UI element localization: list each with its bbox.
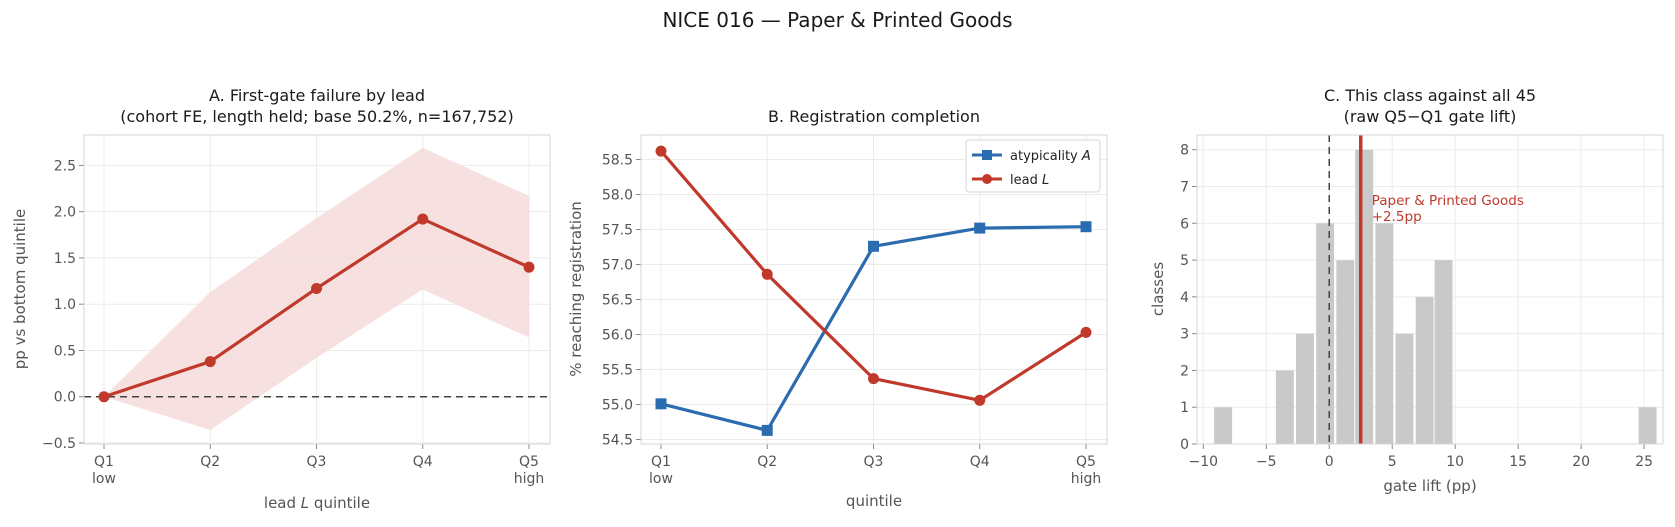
panel-a-xtick-sublabel: low	[92, 471, 116, 487]
panel-b-ytick-label: 56.5	[602, 293, 633, 309]
panel-b-xtick-label: Q2	[757, 454, 777, 470]
panel-a-point	[311, 282, 322, 294]
panel-a-xtick-label: Q2	[200, 454, 220, 470]
panel-b-xtick-sublabel: high	[1071, 471, 1102, 487]
panel-a-point	[523, 261, 535, 273]
panel-b-xtick-label: Q3	[864, 454, 884, 470]
panel-b-legend-atypicality-label: atypicality A	[1010, 149, 1091, 164]
panel-a-xtick-label: Q5	[519, 454, 539, 470]
panel-c-bar	[1375, 223, 1394, 444]
panel-b-frame	[640, 134, 1108, 445]
panel-b-atypicality-point	[655, 398, 667, 410]
panel-c-highlight-label: Paper & Printed Goods	[1372, 193, 1524, 209]
panel-b-xlabel: quintile	[846, 492, 902, 510]
panel-a-title: A. First-gate failure by lead	[209, 86, 425, 105]
panel-a-frame	[83, 134, 551, 445]
panel-b-atypicality-point	[868, 240, 879, 252]
figure-title: NICE 016 — Paper & Printed Goods	[662, 8, 1013, 32]
panel-b-xtick-label: Q4	[970, 454, 990, 470]
panel-c-xtick-label: −10	[1189, 454, 1219, 470]
panel-c-bar	[1275, 370, 1294, 444]
panel-b-legend-atypicality-marker	[982, 150, 992, 160]
panel-b-ytick-label: 55.0	[602, 398, 633, 414]
panel-c-xtick-label: 25	[1635, 454, 1653, 470]
panel-a-xtick-label: Q1	[94, 454, 114, 470]
panel-a-point	[204, 356, 216, 368]
panel-c-ytick-label: 5	[1180, 253, 1189, 269]
panel-c-ytick-label: 3	[1180, 327, 1189, 343]
panel-c-bar	[1355, 149, 1374, 444]
panel-c-ytick-label: 6	[1180, 216, 1189, 232]
panel-b-atypicality-point	[1080, 221, 1092, 233]
panel-b-ytick-label: 54.5	[602, 433, 633, 449]
panel-c-ytick-label: 1	[1180, 400, 1189, 416]
panel-b-atypicality-point	[974, 222, 986, 234]
panel-c-xtick-label: 15	[1509, 454, 1527, 470]
panel-a-subtitle: (cohort FE, length held; base 50.2%, n=1…	[120, 107, 514, 126]
panel-b-legend-lead-marker	[982, 174, 992, 184]
panel-a-xtick-label: Q3	[307, 454, 327, 470]
panel-c-subtitle: (raw Q5−Q1 gate lift)	[1344, 107, 1517, 126]
panel-c-bar	[1316, 223, 1335, 444]
panel-a-ytick-label: 1.0	[54, 297, 76, 313]
panel-c-bar	[1434, 260, 1453, 444]
panel-a-xlabel: lead L quintile	[264, 494, 370, 512]
panel-b-ytick-label: 58.0	[602, 188, 633, 204]
panel-c-bar	[1296, 333, 1314, 444]
panel-a-xtick-sublabel: high	[514, 471, 545, 487]
panel-c-ytick-label: 2	[1180, 363, 1189, 379]
panel-b-lead-point	[1080, 326, 1092, 338]
panel-b-xtick-label: Q1	[651, 454, 671, 470]
panel-c-xtick-label: 0	[1325, 454, 1334, 470]
panel-b-ytick-label: 56.0	[602, 328, 633, 344]
panel-b-legend-lead-label: lead L	[1010, 173, 1049, 188]
panel-c-xtick-label: 20	[1572, 454, 1590, 470]
panel-a-ytick-label: 1.5	[54, 251, 76, 267]
panel-c-xtick-label: 10	[1446, 454, 1464, 470]
panel-c-ytick-label: 0	[1180, 437, 1189, 453]
panel-b-title: B. Registration completion	[768, 107, 980, 126]
panel-a-ytick-label: 2.5	[54, 158, 76, 174]
panel-b-ylabel: % reaching registration	[567, 201, 585, 377]
panel-c-ytick-label: 4	[1180, 290, 1189, 306]
panel-a-ytick-label: 0.5	[54, 343, 76, 359]
panel-c-xtick-label: 5	[1388, 454, 1397, 470]
panel-c-title: C. This class against all 45	[1324, 86, 1536, 105]
panel-c-ylabel: classes	[1149, 262, 1167, 316]
panel-b-ytick-label: 57.0	[602, 258, 633, 274]
panel-c-bar	[1214, 407, 1233, 444]
panel-c-bar	[1638, 407, 1657, 444]
panel-b-ytick-label: 58.5	[602, 153, 633, 169]
panel-b-lead-point	[974, 394, 986, 406]
panel-a-ytick-label: 2.0	[54, 205, 76, 221]
panel-b-lead-point	[655, 145, 667, 157]
panel-b-atypicality-point	[761, 424, 773, 436]
panel-c-bar	[1415, 296, 1434, 444]
panel-b-xtick-sublabel: low	[649, 471, 673, 487]
panel-b-xtick-label: Q5	[1076, 454, 1096, 470]
panel-c-ytick-label: 7	[1180, 180, 1189, 196]
panel-b-lead-point	[868, 373, 879, 385]
panel-c-bar	[1336, 260, 1355, 444]
panel-b-lead-point	[761, 268, 773, 280]
panel-c-bar	[1395, 333, 1414, 444]
panel-a-xtick-label: Q4	[413, 454, 433, 470]
panel-a-ytick-label: −0.5	[42, 436, 76, 452]
panel-a-point	[98, 391, 110, 403]
panel-b-ytick-label: 55.5	[602, 363, 633, 379]
panel-c-frame	[1196, 134, 1664, 445]
panel-a-ytick-label: 0.0	[54, 390, 76, 406]
panel-b-ytick-label: 57.5	[602, 223, 633, 239]
panel-a-ylabel: pp vs bottom quintile	[11, 209, 29, 369]
panel-c-ytick-label: 8	[1180, 143, 1189, 159]
panel-a-point	[417, 213, 429, 225]
panel-c-xtick-label: −5	[1256, 454, 1277, 470]
panel-c-xlabel: gate lift (pp)	[1383, 477, 1476, 495]
panel-c-highlight-value: +2.5pp	[1372, 209, 1422, 225]
